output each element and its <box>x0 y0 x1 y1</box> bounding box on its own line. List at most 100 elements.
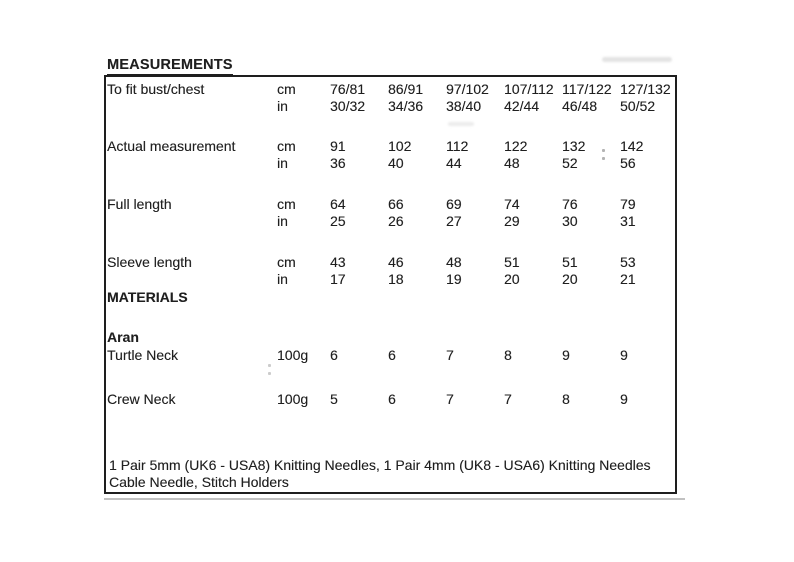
row-label: Turtle Neck <box>107 347 179 363</box>
value-cell: 64 <box>330 196 346 212</box>
yarn-name: Aran <box>107 329 139 345</box>
row-label-spacer <box>107 155 277 172</box>
value-cell: 86/91 <box>388 81 424 97</box>
value-cell: 56 <box>620 155 636 171</box>
value-cell: 50/52 <box>620 98 656 114</box>
row-label-spacer <box>107 271 277 288</box>
table-row-actual-cm: Actual measurement cm 91 102 112 122 132… <box>107 138 683 155</box>
value-cell: 52 <box>562 155 578 171</box>
value-cell: 36 <box>330 155 346 171</box>
row-label-spacer <box>107 213 277 230</box>
table-row-actual-in: in 36 40 44 48 52 56 <box>107 155 683 172</box>
measurements-table: To fit bust/chest cm 76/81 86/91 97/102 … <box>104 75 685 500</box>
value-cell: 117/122 <box>562 81 612 97</box>
value-cell: 91 <box>330 138 346 154</box>
row-label: Sleeve length <box>107 254 192 270</box>
value-cell: 18 <box>388 271 404 287</box>
value-cell: 51 <box>562 254 578 270</box>
value-cell: 142 <box>620 138 644 154</box>
value-cell: 102 <box>388 138 412 154</box>
value-cell: 7 <box>446 347 454 363</box>
value-cell: 43 <box>330 254 346 270</box>
value-cell: 132 <box>562 138 586 154</box>
row-label: Full length <box>107 196 172 212</box>
unit-cell: 100g <box>277 391 309 407</box>
value-cell: 26 <box>388 213 404 229</box>
value-cell: 30 <box>562 213 578 229</box>
value-cell: 6 <box>388 391 396 407</box>
value-cell: 112 <box>446 138 469 154</box>
unit-cell: cm <box>277 196 296 212</box>
scan-artifact <box>602 149 605 152</box>
value-cell: 42/44 <box>504 98 540 114</box>
value-cell: 21 <box>620 271 636 287</box>
table-row-sleeve-cm: Sleeve length cm 43 46 48 51 51 53 <box>107 254 683 271</box>
table-row-fulllength-in: in 25 26 27 29 30 31 <box>107 213 683 230</box>
value-cell: 48 <box>446 254 462 270</box>
value-cell: 7 <box>504 391 512 407</box>
needles-note-line1: 1 Pair 5mm (UK6 - USA8) Knitting Needles… <box>109 457 651 473</box>
value-cell: 66 <box>388 196 404 212</box>
yarn-name-row: Aran <box>107 329 683 346</box>
value-cell: 74 <box>504 196 520 212</box>
table-row-crew-neck: Crew Neck 100g 5 6 7 7 8 9 <box>107 391 683 408</box>
needles-note-line2: Cable Needle, Stitch Holders <box>109 474 289 490</box>
row-label: To fit bust/chest <box>107 81 205 97</box>
unit-cell: in <box>277 98 288 114</box>
unit-cell: in <box>277 271 288 287</box>
value-cell: 20 <box>504 271 520 287</box>
value-cell: 107/112 <box>504 81 554 97</box>
materials-heading-row: MATERIALS <box>107 289 683 306</box>
value-cell: 7 <box>446 391 454 407</box>
value-cell: 6 <box>330 347 338 363</box>
unit-cell: 100g <box>277 347 309 363</box>
value-cell: 29 <box>504 213 520 229</box>
value-cell: 46/48 <box>562 98 598 114</box>
value-cell: 9 <box>620 391 628 407</box>
row-label: Crew Neck <box>107 391 176 407</box>
scan-artifact <box>602 57 672 62</box>
value-cell: 40 <box>388 155 404 171</box>
value-cell: 79 <box>620 196 636 212</box>
unit-cell: cm <box>277 254 296 270</box>
value-cell: 69 <box>446 196 462 212</box>
value-cell: 27 <box>446 213 462 229</box>
value-cell: 9 <box>562 347 570 363</box>
table-row-fulllength-cm: Full length cm 64 66 69 74 76 79 <box>107 196 683 213</box>
value-cell: 97/102 <box>446 81 489 97</box>
value-cell: 51 <box>504 254 520 270</box>
unit-cell: cm <box>277 81 296 97</box>
unit-cell: in <box>277 213 288 229</box>
value-cell: 76/81 <box>330 81 366 97</box>
table-row-bust-cm: To fit bust/chest cm 76/81 86/91 97/102 … <box>107 81 683 98</box>
table-row-sleeve-in: in 17 18 19 20 20 21 <box>107 271 683 288</box>
value-cell: 46 <box>388 254 404 270</box>
value-cell: 17 <box>330 271 346 287</box>
value-cell: 53 <box>620 254 636 270</box>
value-cell: 122 <box>504 138 528 154</box>
value-cell: 8 <box>504 347 512 363</box>
value-cell: 19 <box>446 271 462 287</box>
table-row-turtle-neck: Turtle Neck 100g 6 6 7 8 9 9 <box>107 347 683 364</box>
value-cell: 34/36 <box>388 98 424 114</box>
value-cell: 5 <box>330 391 338 407</box>
row-label: Actual measurement <box>107 138 236 154</box>
row-label-spacer <box>107 98 277 115</box>
unit-cell: cm <box>277 138 296 154</box>
value-cell: 8 <box>562 391 570 407</box>
measurements-heading: MEASUREMENTS <box>107 58 233 76</box>
value-cell: 48 <box>504 155 520 171</box>
value-cell: 25 <box>330 213 346 229</box>
value-cell: 38/40 <box>446 98 482 114</box>
value-cell: 76 <box>562 196 578 212</box>
value-cell: 20 <box>562 271 578 287</box>
value-cell: 6 <box>388 347 396 363</box>
value-cell: 31 <box>620 213 636 229</box>
table-row-bust-in: in 30/32 34/36 38/40 42/44 46/48 50/52 <box>107 98 683 115</box>
value-cell: 30/32 <box>330 98 366 114</box>
scan-artifact <box>268 364 271 367</box>
scan-artifact <box>448 122 474 126</box>
unit-cell: in <box>277 155 288 171</box>
value-cell: 9 <box>620 347 628 363</box>
